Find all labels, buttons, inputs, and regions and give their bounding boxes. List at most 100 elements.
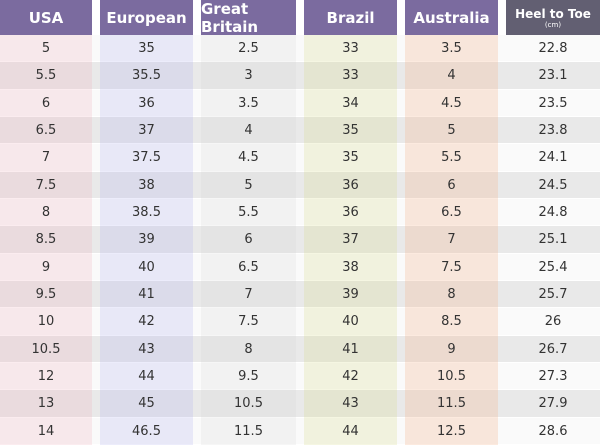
table-cell: 38 [138,177,155,193]
table-cell: 46.5 [132,423,161,439]
table-cell: 2.5 [238,41,259,57]
row-band [0,335,600,363]
table-cell: 36 [138,95,155,111]
table-cell: 7 [244,287,253,303]
table-cell: 6.5 [441,205,462,221]
column-header: European [100,0,193,35]
column-header: USA [0,0,92,35]
header-unit: (cm) [544,20,562,29]
column-tint [201,35,296,445]
table-cell: 6.5 [35,123,57,139]
table-cell: 23.8 [538,123,568,139]
table-cell: 6 [244,232,253,248]
table-cell: 12.5 [437,423,466,439]
table-cell: 14 [37,423,55,439]
table-cell: 43 [342,396,359,412]
table-cell: 10 [37,314,55,330]
row-band [0,390,600,418]
table-cell: 8.5 [35,232,57,248]
table-cell: 24.8 [538,205,568,221]
table-cell: 43 [138,341,155,357]
table-cell: 44 [138,369,155,385]
table-cell: 7 [447,232,456,248]
table-cell: 26.7 [538,341,568,357]
row-band [0,171,600,199]
row-band [0,281,600,309]
row-band [0,226,600,254]
table-cell: 5.5 [441,150,462,166]
table-cell: 36 [342,205,359,221]
table-cell: 12 [37,369,55,385]
table-cell: 7 [41,150,51,166]
table-cell: 9.5 [238,369,259,385]
table-cell: 35 [342,123,359,139]
table-cell: 8 [244,341,253,357]
header-label: European [106,8,187,27]
table-cell: 25.7 [538,287,568,303]
row-band [0,89,600,117]
table-cell: 6.5 [238,259,259,275]
table-cell: 3.5 [441,41,462,57]
header-label: Heel to Toe [515,6,591,21]
row-band [0,253,600,281]
table-cell: 4.5 [441,95,462,111]
table-cell: 41 [342,341,359,357]
header-label: USA [28,8,64,27]
row-band [0,117,600,145]
table-cell: 9 [447,341,456,357]
table-cell: 44 [342,423,359,439]
table-cell: 11.5 [234,423,263,439]
table-cell: 9 [41,259,51,275]
table-cell: 38 [342,259,359,275]
row-band [0,35,600,63]
table-cell: 4.5 [238,150,259,166]
table-cell: 5 [244,177,253,193]
table-cell: 7.5 [441,259,462,275]
table-cell: 24.1 [538,150,568,166]
table-cell: 25.4 [538,259,568,275]
header-label: Australia [413,8,490,27]
table-cell: 10.5 [234,396,263,412]
table-cell: 8 [41,205,51,221]
row-band [0,417,600,445]
table-cell: 23.1 [538,68,568,84]
table-cell: 23.5 [538,95,568,111]
table-cell: 40 [138,259,155,275]
table-cell: 8.5 [441,314,462,330]
table-cell: 45 [138,396,155,412]
table-cell: 38.5 [132,205,161,221]
table-cell: 5.5 [35,68,57,84]
table-cell: 3 [244,68,253,84]
table-cell: 13 [37,396,55,412]
column-header: Great Britain [201,0,296,36]
table-cell: 41 [138,287,155,303]
column-header: Brazil [304,0,397,35]
table-cell: 5.5 [238,205,259,221]
table-cell: 10.5 [31,341,61,357]
row-band [0,308,600,336]
column-tint [100,35,193,445]
row-band [0,363,600,391]
table-cell: 6 [447,177,456,193]
table-cell: 33 [342,41,359,57]
table-cell: 35 [342,150,359,166]
table-cell: 7.5 [35,177,57,193]
table-cell: 37.5 [132,150,161,166]
row-band [0,199,600,227]
header-label: Brazil [326,8,375,27]
table-cell: 37 [138,123,155,139]
header-label: Great Britain [201,0,259,36]
row-band [0,144,600,172]
column-header: Heel to Toe (cm) [506,0,600,35]
table-cell: 39 [138,232,155,248]
table-cell: 25.1 [538,232,568,248]
table-cell: 8 [447,287,456,303]
table-cell: 10.5 [437,369,466,385]
table-cell: 35.5 [132,68,161,84]
table-cell: 26 [544,314,562,330]
table-cell: 42 [342,369,359,385]
table-cell: 6 [41,95,51,111]
table-cell: 34 [342,95,359,111]
table-cell: 9.5 [35,287,57,303]
